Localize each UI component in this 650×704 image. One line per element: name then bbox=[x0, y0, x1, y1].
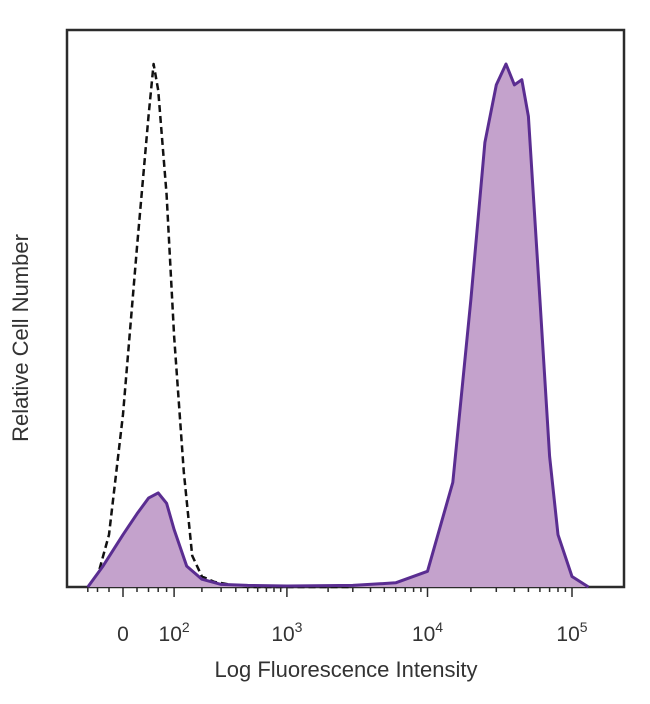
x-tick-label-1: 102 bbox=[159, 619, 190, 646]
x-axis-title: Log Fluorescence Intensity bbox=[215, 657, 478, 682]
x-axis-ticks: 0 102 103 104 105 bbox=[87, 587, 588, 646]
series-line-1 bbox=[86, 62, 590, 589]
x-tick-label-2: 103 bbox=[271, 619, 302, 646]
series-fill-1 bbox=[87, 64, 589, 587]
series-layer bbox=[86, 62, 590, 589]
y-axis-title: Relative Cell Number bbox=[8, 234, 33, 442]
x-tick-label-4: 105 bbox=[556, 619, 587, 646]
x-tick-label-3: 104 bbox=[412, 619, 443, 646]
x-tick-label-0: 0 bbox=[117, 623, 129, 646]
